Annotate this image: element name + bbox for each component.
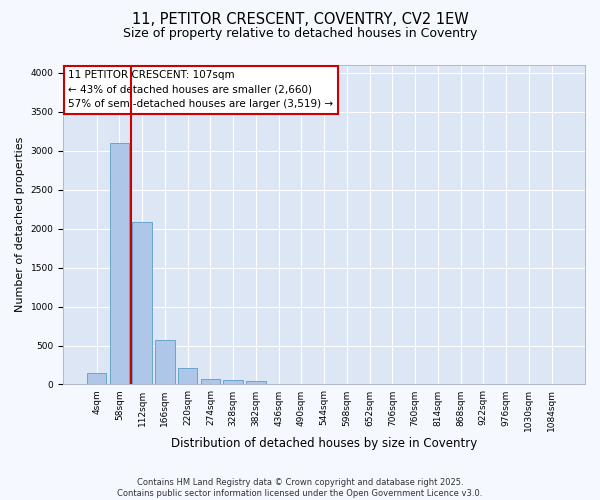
- Text: 11, PETITOR CRESCENT, COVENTRY, CV2 1EW: 11, PETITOR CRESCENT, COVENTRY, CV2 1EW: [131, 12, 469, 28]
- Bar: [223, 380, 243, 384]
- Bar: [110, 143, 129, 384]
- Text: Contains HM Land Registry data © Crown copyright and database right 2025.
Contai: Contains HM Land Registry data © Crown c…: [118, 478, 482, 498]
- Bar: [246, 381, 266, 384]
- Bar: [133, 222, 152, 384]
- Y-axis label: Number of detached properties: Number of detached properties: [15, 137, 25, 312]
- Bar: [155, 340, 175, 384]
- Bar: [178, 368, 197, 384]
- Text: Size of property relative to detached houses in Coventry: Size of property relative to detached ho…: [123, 28, 477, 40]
- X-axis label: Distribution of detached houses by size in Coventry: Distribution of detached houses by size …: [171, 437, 477, 450]
- Text: 11 PETITOR CRESCENT: 107sqm
← 43% of detached houses are smaller (2,660)
57% of : 11 PETITOR CRESCENT: 107sqm ← 43% of det…: [68, 70, 334, 110]
- Bar: [201, 378, 220, 384]
- Bar: [87, 373, 106, 384]
